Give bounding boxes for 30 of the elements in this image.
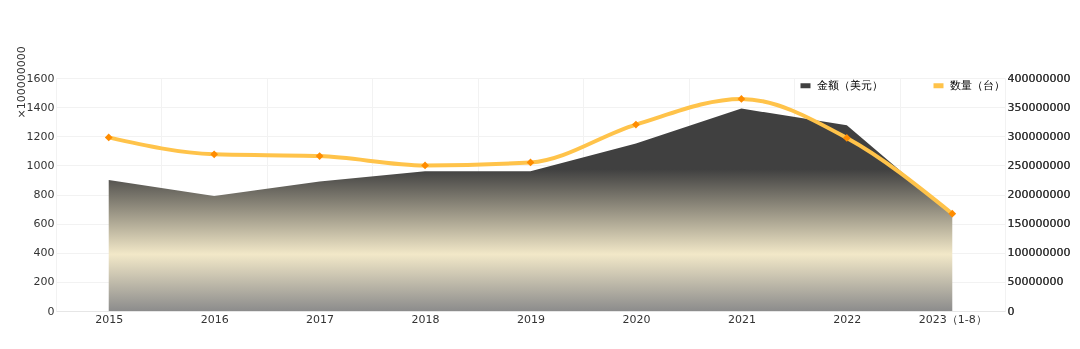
y-tick-label: 1600 bbox=[26, 71, 55, 85]
y-tick-label: 200 bbox=[33, 275, 55, 289]
x-tick-label: 2019 bbox=[517, 312, 545, 326]
y2-tick-label: 0 bbox=[1007, 304, 1015, 318]
y2-tick-label: 50000000 bbox=[1007, 275, 1064, 289]
x-tick-label: 2020 bbox=[622, 312, 651, 326]
y-tick-label: 0 bbox=[47, 304, 55, 318]
x-tick-label: 2016 bbox=[200, 312, 229, 326]
x-tick-label: 2021 bbox=[727, 312, 756, 326]
x-tick-label: 2015 bbox=[95, 312, 124, 326]
y2-tick-label: 300000000 bbox=[1007, 129, 1071, 143]
x-tick-label: 2017 bbox=[306, 312, 335, 326]
y2-tick-label: 100000000 bbox=[1007, 246, 1071, 260]
legend-label: 金额（美元） bbox=[817, 78, 883, 92]
y2-tick-label: 250000000 bbox=[1007, 158, 1071, 172]
y-tick-label: 1200 bbox=[26, 129, 55, 143]
y2-tick-label: 400000000 bbox=[1007, 71, 1071, 85]
x-tick-label: 2022 bbox=[833, 312, 862, 326]
y-tick-label: 1000 bbox=[26, 158, 55, 172]
y-tick-label: 400 bbox=[33, 246, 55, 260]
y2-tick-label: 350000000 bbox=[1007, 100, 1071, 114]
x-tick-label: 2018 bbox=[411, 312, 440, 326]
y-tick-label: 1400 bbox=[26, 100, 55, 114]
y2-tick-label: 150000000 bbox=[1007, 217, 1071, 231]
y-tick-label: 800 bbox=[33, 188, 55, 201]
y2-tick-label: 200000000 bbox=[1007, 188, 1071, 201]
y-tick-label: 600 bbox=[33, 217, 55, 231]
x-tick-label: 2023（1-8） bbox=[918, 312, 987, 326]
y-axis-title: ×100000000 bbox=[14, 46, 28, 119]
legend-label: 数量（台） bbox=[950, 78, 1005, 92]
